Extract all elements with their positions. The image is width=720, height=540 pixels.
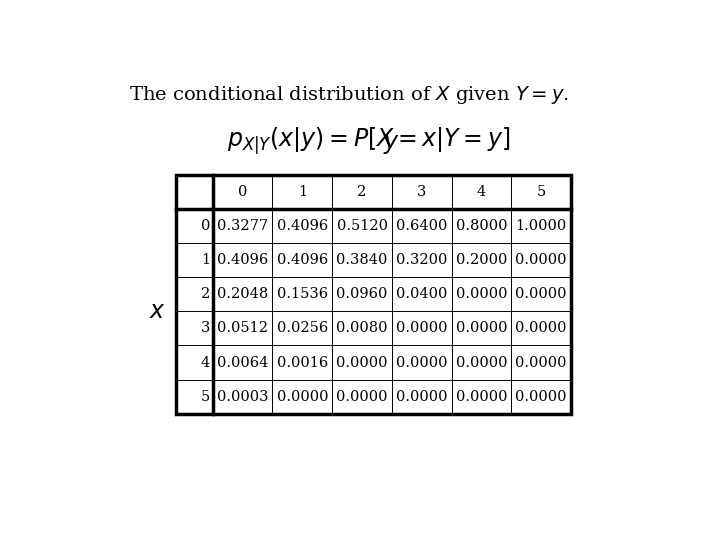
Text: 0.0000: 0.0000 bbox=[456, 287, 507, 301]
Text: 0.6400: 0.6400 bbox=[396, 219, 447, 233]
Text: 0.0000: 0.0000 bbox=[516, 321, 567, 335]
Text: 0.0960: 0.0960 bbox=[336, 287, 387, 301]
Text: 0.0000: 0.0000 bbox=[516, 355, 567, 369]
Text: 0.0016: 0.0016 bbox=[276, 355, 328, 369]
Text: 3: 3 bbox=[417, 185, 426, 199]
Text: 0.0003: 0.0003 bbox=[217, 389, 269, 403]
Text: 0.0000: 0.0000 bbox=[396, 389, 448, 403]
Text: 0.0512: 0.0512 bbox=[217, 321, 268, 335]
Text: 0.0000: 0.0000 bbox=[396, 321, 448, 335]
Text: 0.0000: 0.0000 bbox=[276, 389, 328, 403]
Text: 0.0400: 0.0400 bbox=[396, 287, 447, 301]
Text: 0.0000: 0.0000 bbox=[516, 389, 567, 403]
Text: 0.2048: 0.2048 bbox=[217, 287, 269, 301]
Text: 0.4096: 0.4096 bbox=[276, 253, 328, 267]
Text: 5: 5 bbox=[201, 389, 210, 403]
Text: 0.3840: 0.3840 bbox=[336, 253, 387, 267]
Text: 0.0000: 0.0000 bbox=[516, 287, 567, 301]
Text: 0.0080: 0.0080 bbox=[336, 321, 388, 335]
Text: 0.5120: 0.5120 bbox=[336, 219, 387, 233]
Text: 1: 1 bbox=[201, 253, 210, 267]
Text: 0.0000: 0.0000 bbox=[516, 253, 567, 267]
Text: 0.0000: 0.0000 bbox=[336, 389, 388, 403]
Text: 1.0000: 1.0000 bbox=[516, 219, 567, 233]
Text: 0.3277: 0.3277 bbox=[217, 219, 268, 233]
Text: 2: 2 bbox=[357, 185, 366, 199]
Text: 3: 3 bbox=[201, 321, 210, 335]
Text: 0.0000: 0.0000 bbox=[396, 355, 448, 369]
Text: $p_{X|Y}(x|y) = P[X = x|Y = y]$: $p_{X|Y}(x|y) = P[X = x|Y = y]$ bbox=[228, 125, 510, 156]
Text: 4: 4 bbox=[201, 355, 210, 369]
Text: 1: 1 bbox=[298, 185, 307, 199]
Text: 2: 2 bbox=[201, 287, 210, 301]
Text: 5: 5 bbox=[536, 185, 546, 199]
Text: $y$: $y$ bbox=[384, 133, 400, 156]
Text: 0: 0 bbox=[238, 185, 247, 199]
Text: 0.2000: 0.2000 bbox=[456, 253, 507, 267]
Text: 0.0064: 0.0064 bbox=[217, 355, 269, 369]
Text: 0.1536: 0.1536 bbox=[276, 287, 328, 301]
Text: The conditional distribution of $X$ given $Y = y.$: The conditional distribution of $X$ give… bbox=[129, 84, 569, 105]
Text: 0.3200: 0.3200 bbox=[396, 253, 447, 267]
Text: 0.0000: 0.0000 bbox=[336, 355, 388, 369]
Text: 0.4096: 0.4096 bbox=[276, 219, 328, 233]
Text: 0: 0 bbox=[201, 219, 210, 233]
Text: 0.0000: 0.0000 bbox=[456, 355, 507, 369]
Text: 4: 4 bbox=[477, 185, 486, 199]
Text: 0.0000: 0.0000 bbox=[456, 389, 507, 403]
Text: 0.0256: 0.0256 bbox=[276, 321, 328, 335]
Text: 0.8000: 0.8000 bbox=[456, 219, 507, 233]
Text: 0.0000: 0.0000 bbox=[456, 321, 507, 335]
Text: 0.4096: 0.4096 bbox=[217, 253, 269, 267]
Text: $x$: $x$ bbox=[148, 300, 166, 323]
